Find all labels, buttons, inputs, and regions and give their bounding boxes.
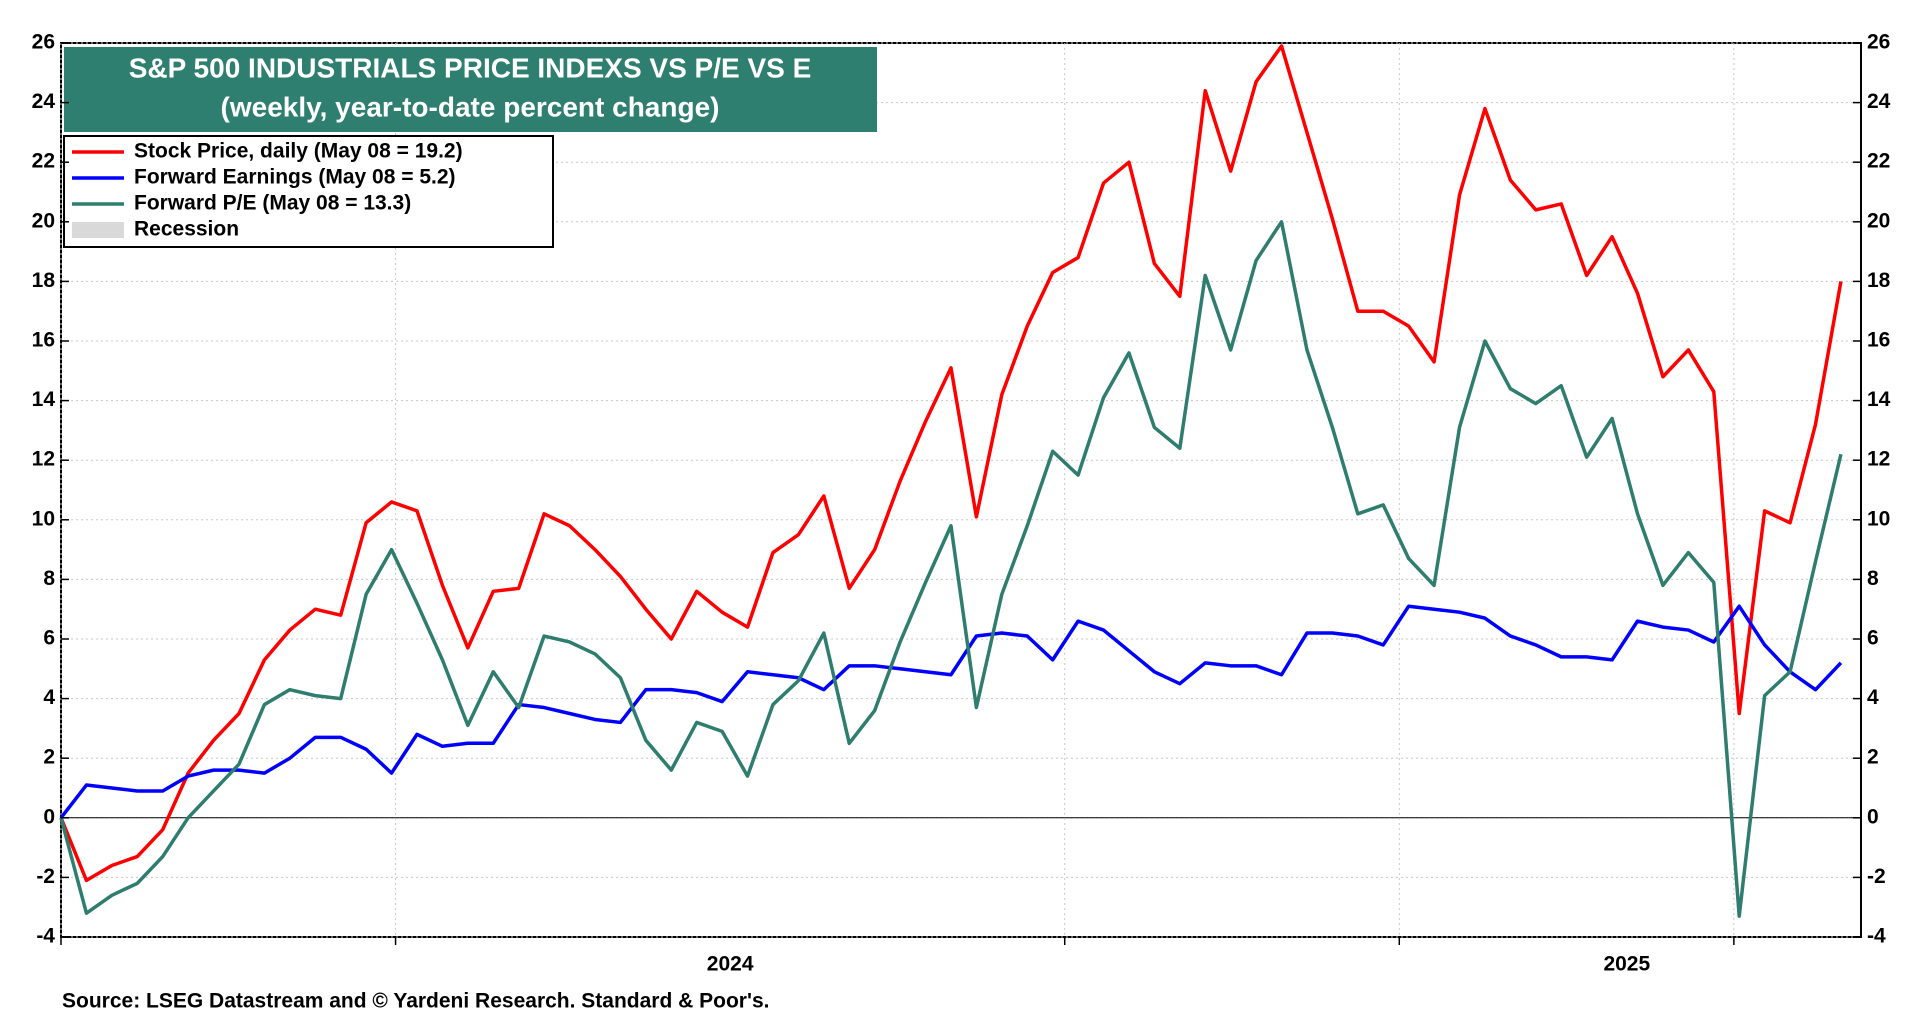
y2-tick-label: 6	[1867, 627, 1879, 650]
y-tick-label: 10	[32, 507, 55, 530]
y-tick-label: 12	[32, 448, 55, 471]
x-tick-label: 2025	[1603, 953, 1650, 976]
series-line	[59, 44, 1843, 883]
y-tick-label: 16	[32, 329, 55, 352]
x-tick-label: 2024	[707, 953, 754, 976]
legend	[63, 135, 554, 248]
y2-tick-label: 10	[1867, 507, 1890, 530]
y2-tick-label: 0	[1867, 805, 1879, 828]
title-box	[64, 47, 877, 132]
y-tick-label: 0	[43, 805, 55, 828]
y2-tick-label: 20	[1867, 209, 1890, 232]
y-tick-label: 2	[43, 746, 55, 769]
y-tick-label: 26	[32, 31, 55, 54]
series-line	[59, 604, 1843, 819]
y2-tick-label: 26	[1867, 31, 1890, 54]
y-tick-label: 22	[32, 150, 55, 173]
y2-tick-label: 24	[1867, 90, 1891, 113]
y2-tick-label: 16	[1867, 329, 1890, 352]
legend-swatch	[72, 222, 124, 238]
legend-label: Forward P/E (May 08 = 13.3)	[134, 192, 411, 215]
y2-tick-label: 18	[1867, 269, 1891, 292]
y2-tick-label: 14	[1867, 388, 1891, 411]
y2-tick-label: 12	[1867, 448, 1890, 471]
y-tick-label: -4	[36, 925, 55, 948]
y-tick-label: 8	[43, 567, 55, 590]
legend-label: Recession	[134, 218, 239, 241]
legend-label: Forward Earnings (May 08 = 5.2)	[134, 166, 456, 189]
y-tick-label: 6	[43, 627, 55, 650]
y-tick-label: -2	[36, 865, 55, 888]
chart-subtitle: (weekly, year-to-date percent change)	[221, 91, 720, 122]
y2-tick-label: 8	[1867, 567, 1879, 590]
y-tick-label: 18	[32, 269, 56, 292]
y-tick-label: 24	[32, 90, 56, 113]
chart-title: S&P 500 INDUSTRIALS PRICE INDEXS VS P/E …	[129, 52, 812, 83]
y-tick-label: 20	[32, 209, 55, 232]
y2-tick-label: 2	[1867, 746, 1879, 769]
y2-tick-label: -2	[1867, 865, 1886, 888]
y-tick-label: 4	[43, 686, 55, 709]
y2-tick-label: 4	[1867, 686, 1879, 709]
y2-tick-label: 22	[1867, 150, 1890, 173]
series-line	[59, 220, 1843, 918]
y2-tick-label: -4	[1867, 925, 1886, 948]
legend-label: Stock Price, daily (May 08 = 19.2)	[134, 140, 463, 163]
source: Source: LSEG Datastream and © Yardeni Re…	[62, 990, 769, 1013]
y-tick-label: 14	[32, 388, 56, 411]
